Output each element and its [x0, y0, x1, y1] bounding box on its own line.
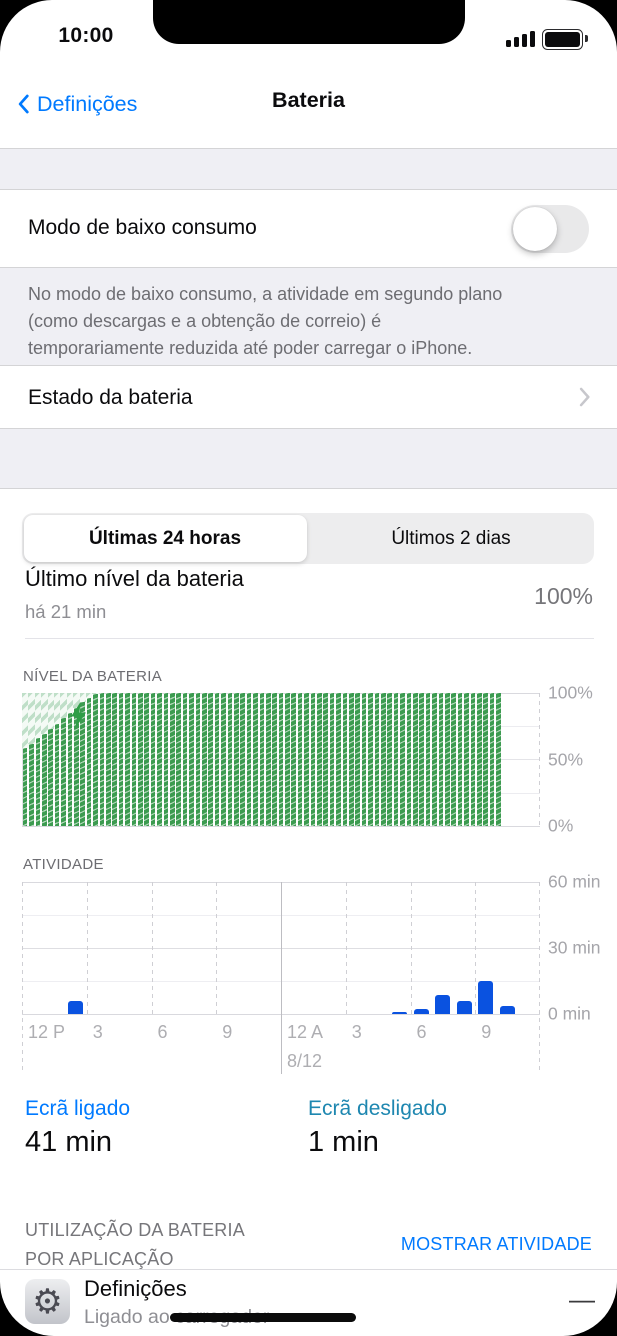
activity-xtick: 3: [351, 1022, 362, 1042]
app-row-name[interactable]: Definições: [84, 1276, 187, 1301]
last-charge-value: 100%: [534, 583, 593, 609]
chevron-left-icon: [18, 94, 29, 114]
activity-xtick: 12 A: [287, 1022, 324, 1042]
last-charge-label: Último nível da bateria: [25, 566, 244, 591]
chevron-right-icon: [579, 387, 590, 407]
activity-ytick-0: 0 min: [548, 1003, 591, 1024]
section-gap: [0, 429, 617, 488]
activity-bars: [22, 882, 540, 1014]
battery-health-row[interactable]: Estado da bateria: [28, 386, 193, 409]
screen-on-label[interactable]: Ecrã ligado: [25, 1097, 131, 1120]
activity-ytick-60: 60 min: [548, 871, 601, 892]
activity-chart-title: ATIVIDADE: [23, 856, 104, 873]
activity-xtick: 9: [481, 1022, 492, 1042]
show-activity-button[interactable]: MOSTRAR ATIVIDADE: [400, 1234, 592, 1254]
battery-level-bars: [22, 693, 540, 826]
tab-last-2-days[interactable]: Últimos 2 dias: [391, 527, 511, 549]
page-title: Bateria: [272, 88, 345, 112]
app-row-value: —: [569, 1284, 595, 1314]
section-gap: [0, 149, 617, 189]
activity-date-label: 8/12: [287, 1051, 323, 1071]
home-indicator[interactable]: [170, 1313, 356, 1322]
battery-ytick-100: 100%: [548, 682, 593, 703]
device-notch: [152, 0, 465, 44]
battery-ytick-50: 50%: [548, 749, 584, 770]
activity-xtick: 12 P: [28, 1022, 66, 1042]
back-button[interactable]: Definições: [18, 84, 137, 124]
last-charge-time-ago: há 21 min: [25, 601, 107, 622]
screen-off-value: 1 min: [308, 1126, 379, 1158]
activity-ytick-30: 30 min: [548, 937, 601, 958]
charging-bolt-icon: [71, 702, 86, 728]
signal-bars-icon: [506, 31, 537, 47]
screen-on-value: 41 min: [25, 1126, 113, 1158]
battery-level-chart: [22, 693, 540, 827]
toggle-knob: [513, 207, 557, 251]
activity-xtick: 6: [157, 1022, 168, 1042]
time-range-segmented-control: Últimas 24 horas Últimos 2 dias: [22, 513, 594, 564]
low-power-label: Modo de baixo consumo: [28, 216, 257, 239]
battery-ytick-0: 0%: [548, 815, 574, 836]
back-label: Definições: [37, 91, 138, 116]
low-power-description: No modo de baixo consumo, a atividade em…: [28, 284, 503, 358]
usage-by-app-header: UTILIZAÇÃO DA BATERIA POR APLICAÇÃO: [25, 1220, 245, 1269]
activity-xtick: 9: [222, 1022, 233, 1042]
screen-off-label[interactable]: Ecrã desligado: [308, 1097, 447, 1120]
activity-chart: 12 P 3 6 9 12 A 3 6 9 8/12: [22, 882, 540, 1074]
settings-gear-icon: ⚙: [25, 1279, 70, 1324]
selected-segment-pill: [24, 515, 307, 562]
tab-last-24-hours[interactable]: Últimas 24 horas: [88, 527, 242, 549]
battery-chart-title: NÍVEL DA BATERIA: [23, 668, 163, 685]
activity-xtick: 6: [416, 1022, 427, 1042]
low-power-toggle[interactable]: [511, 205, 589, 253]
battery-full-icon: [542, 29, 588, 50]
activity-xtick: 3: [92, 1022, 103, 1042]
low-power-description-section: [0, 268, 617, 365]
status-time: 10:00: [58, 24, 114, 47]
